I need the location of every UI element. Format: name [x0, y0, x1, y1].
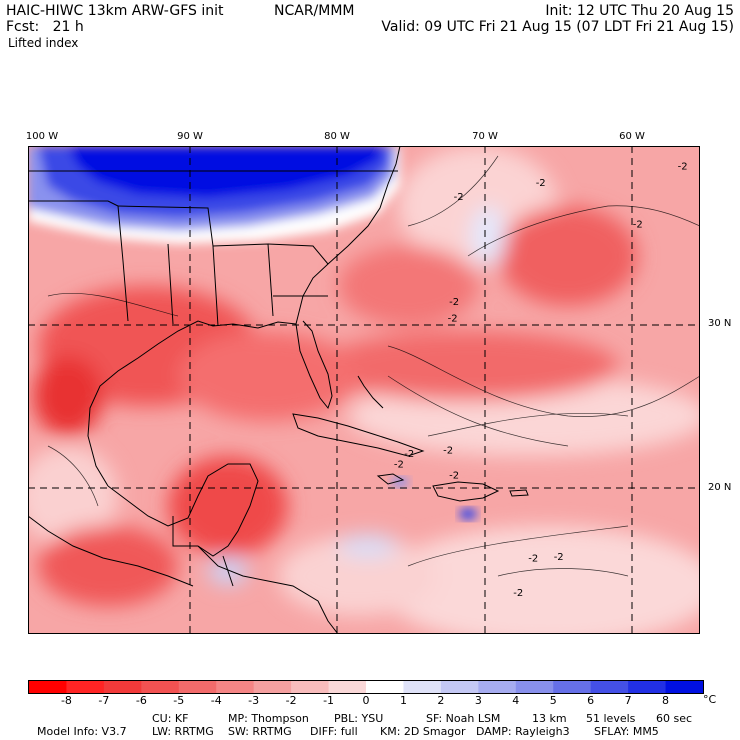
info-damp: DAMP: Rayleigh3: [476, 725, 570, 738]
colorbar-swatch: [665, 681, 704, 693]
info-cu: CU: KF: [152, 712, 189, 725]
contour-label: -2: [449, 297, 459, 308]
colorbar-tick-label: -6: [135, 694, 147, 707]
contour-label: -2: [554, 552, 564, 563]
model-info-line1: Model Info: V3.7: [30, 712, 127, 738]
graticule: [28, 146, 700, 634]
field-name: Lifted index: [8, 36, 79, 50]
colorbar-tick-label: -1: [323, 694, 335, 707]
info-timestep: 60 sec: [656, 712, 693, 725]
init-time: Init: 12 UTC Thu 20 Aug 15: [545, 3, 734, 19]
contour-label: -2: [633, 219, 643, 230]
colorbar-swatch: [253, 681, 292, 693]
contour-label: -2: [454, 192, 464, 203]
colorbar-swatch: [216, 681, 255, 693]
contour-label: -2: [536, 178, 546, 189]
info-km: KM: 2D Smagor: [380, 725, 466, 738]
colorbar-tick-label: 4: [512, 694, 520, 707]
lon-label-90w: 90 W: [177, 131, 203, 142]
colorbar-tick-label: 2: [437, 694, 445, 707]
colorbar-swatch: [291, 681, 330, 693]
contour-label: -2: [404, 449, 414, 460]
lat-label-30n: 30 N: [708, 318, 732, 329]
colorbar-tick-label: 5: [549, 694, 557, 707]
contour-label: -2: [449, 471, 459, 482]
contour-label: -2: [528, 554, 538, 565]
info-resolution: 13 km: [532, 712, 567, 725]
colorbar-tick-label: 6: [587, 694, 595, 707]
colorbar-swatch: [141, 681, 180, 693]
forecast-hour: Fcst: 21 h: [6, 19, 84, 35]
colorbar-tick-label: -4: [210, 694, 222, 707]
colorbar-swatch: [478, 681, 517, 693]
colorbar: [28, 680, 704, 694]
lifted-index-map: -2-2-2-2-2-2-2-2-2-2-2 -2-2: [28, 146, 700, 634]
colorbar-border: [28, 680, 704, 694]
info-levels: 51 levels: [586, 712, 636, 725]
lon-label-80w: 80 W: [324, 131, 350, 142]
contour-label: -2: [678, 162, 688, 173]
contour-label: -2: [513, 588, 523, 599]
colorbar-swatch: [403, 681, 442, 693]
colorbar-tick-label: 1: [399, 694, 407, 707]
lat-label-20n: 20 N: [708, 482, 732, 493]
model-title: HAIC-HIWC 13km ARW-GFS init: [6, 3, 224, 19]
shaded-field: [28, 146, 700, 634]
lon-label-100w: 100 W: [25, 131, 59, 142]
colorbar-tick-label: -8: [60, 694, 72, 707]
colorbar-swatch: [366, 681, 404, 693]
info-lw: LW: RRTMG: [152, 725, 214, 738]
colorbar-swatch: [178, 681, 217, 693]
valid-time: Valid: 09 UTC Fri 21 Aug 15 (07 LDT Fri …: [381, 19, 734, 35]
colorbar-tick-label: 3: [474, 694, 482, 707]
colorbar-swatch: [103, 681, 142, 693]
info-mp: MP: Thompson: [228, 712, 309, 725]
colorbar-swatch: [440, 681, 479, 693]
colorbar-swatch: [553, 681, 592, 693]
coastlines: [28, 146, 529, 634]
colorbar-tick-label: -7: [98, 694, 110, 707]
lon-label-60w: 60 W: [619, 131, 645, 142]
colorbar-unit: °C: [703, 693, 717, 706]
colorbar-swatch: [590, 681, 629, 693]
info-version: Model Info: V3.7: [37, 725, 127, 738]
info-sflay: SFLAY: MM5: [594, 725, 659, 738]
colorbar-swatch: [29, 681, 67, 693]
info-sw: SW: RRTMG: [228, 725, 292, 738]
colorbar-tick-label: 8: [662, 694, 670, 707]
org-label: NCAR/MMM: [274, 3, 355, 19]
colorbar-tick-label: 0: [362, 694, 370, 707]
info-diff: DIFF: full: [310, 725, 358, 738]
colorbar-tick-label: -3: [248, 694, 260, 707]
colorbar-tick-label: -5: [173, 694, 185, 707]
contour-label: -2: [448, 313, 458, 324]
contour-label: -2: [443, 445, 453, 456]
lon-label-70w: 70 W: [472, 131, 498, 142]
info-sf: SF: Noah LSM: [426, 712, 501, 725]
colorbar-swatch: [515, 681, 554, 693]
colorbar-tick-label: -2: [285, 694, 297, 707]
colorbar-swatch: [328, 681, 367, 693]
info-pbl: PBL: YSU: [334, 712, 384, 725]
colorbar-swatch: [628, 681, 667, 693]
contour-lines: [47, 155, 700, 577]
map-border: [28, 146, 700, 634]
colorbar-swatch: [66, 681, 105, 693]
colorbar-tick-label: 7: [624, 694, 632, 707]
contour-label: -2: [394, 460, 404, 471]
contour-label-group: -2-2-2-2-2-2-2-2-2-2-2 -2-2: [394, 162, 688, 600]
